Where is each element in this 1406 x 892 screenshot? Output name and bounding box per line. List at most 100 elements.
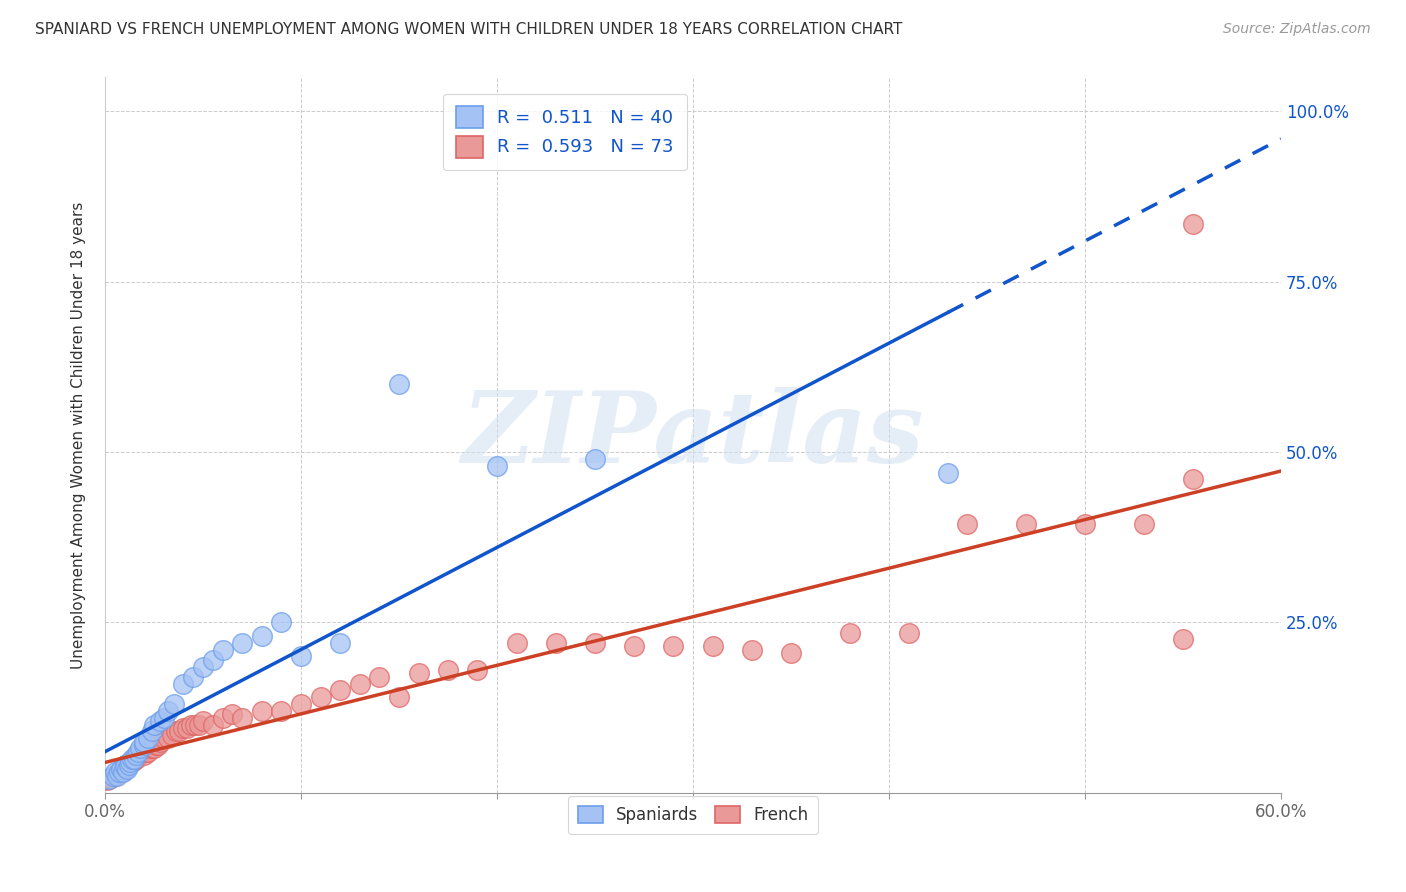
Point — [152, 711, 174, 725]
Point — [388, 690, 411, 705]
Point — [96, 773, 118, 788]
Point — [583, 636, 606, 650]
Point — [149, 734, 172, 748]
Point — [136, 731, 159, 746]
Point — [741, 642, 763, 657]
Point — [583, 451, 606, 466]
Point — [169, 724, 191, 739]
Point — [231, 636, 253, 650]
Point — [121, 751, 143, 765]
Text: Source: ZipAtlas.com: Source: ZipAtlas.com — [1223, 22, 1371, 37]
Point — [1015, 516, 1038, 531]
Point — [110, 765, 132, 780]
Point — [121, 755, 143, 769]
Point — [146, 738, 169, 752]
Point — [897, 625, 920, 640]
Point — [165, 724, 187, 739]
Point — [1181, 472, 1204, 486]
Point — [101, 769, 124, 783]
Point — [152, 731, 174, 746]
Point — [838, 625, 860, 640]
Point — [1132, 516, 1154, 531]
Point — [135, 745, 157, 759]
Point — [105, 769, 128, 783]
Point — [191, 714, 214, 728]
Point — [100, 771, 122, 785]
Point — [107, 765, 129, 780]
Point — [544, 636, 567, 650]
Point — [134, 738, 156, 752]
Point — [162, 697, 184, 711]
Point — [408, 666, 430, 681]
Point — [270, 615, 292, 630]
Point — [117, 757, 139, 772]
Point — [936, 466, 959, 480]
Point — [368, 670, 391, 684]
Text: ZIPatlas: ZIPatlas — [461, 387, 924, 483]
Point — [139, 741, 162, 756]
Point — [211, 711, 233, 725]
Point — [114, 758, 136, 772]
Point — [1181, 217, 1204, 231]
Point — [349, 676, 371, 690]
Point — [129, 746, 152, 760]
Point — [97, 772, 120, 786]
Point — [1171, 632, 1194, 647]
Point — [104, 769, 127, 783]
Point — [201, 717, 224, 731]
Point — [115, 758, 138, 772]
Point — [211, 642, 233, 657]
Point — [129, 741, 152, 756]
Point — [437, 663, 460, 677]
Legend: Spaniards, French: Spaniards, French — [568, 797, 818, 834]
Point — [388, 376, 411, 391]
Point — [125, 748, 148, 763]
Point — [110, 762, 132, 776]
Point — [134, 748, 156, 763]
Point — [143, 741, 166, 756]
Point — [250, 704, 273, 718]
Point — [702, 639, 724, 653]
Point — [107, 765, 129, 780]
Point — [201, 653, 224, 667]
Point — [97, 772, 120, 786]
Point — [191, 659, 214, 673]
Point — [124, 751, 146, 765]
Point — [290, 697, 312, 711]
Point — [160, 728, 183, 742]
Point — [120, 755, 142, 769]
Point — [221, 707, 243, 722]
Point — [290, 649, 312, 664]
Point — [111, 764, 134, 778]
Point — [156, 704, 179, 718]
Point — [120, 755, 142, 769]
Point — [181, 670, 204, 684]
Point — [1074, 516, 1097, 531]
Point — [467, 663, 489, 677]
Point — [104, 765, 127, 780]
Point — [114, 758, 136, 772]
Point — [131, 745, 153, 759]
Point — [115, 762, 138, 776]
Point — [180, 717, 202, 731]
Point — [623, 639, 645, 653]
Point — [172, 721, 194, 735]
Point — [956, 516, 979, 531]
Point — [662, 639, 685, 653]
Point — [309, 690, 332, 705]
Point — [125, 751, 148, 765]
Y-axis label: Unemployment Among Women with Children Under 18 years: Unemployment Among Women with Children U… — [72, 202, 86, 669]
Point — [184, 717, 207, 731]
Point — [127, 745, 149, 759]
Point — [780, 646, 803, 660]
Point — [505, 636, 527, 650]
Point — [270, 704, 292, 718]
Point — [111, 765, 134, 780]
Point — [176, 721, 198, 735]
Point — [250, 629, 273, 643]
Point — [141, 741, 163, 756]
Point — [143, 717, 166, 731]
Point — [124, 751, 146, 765]
Point — [145, 738, 167, 752]
Point — [141, 724, 163, 739]
